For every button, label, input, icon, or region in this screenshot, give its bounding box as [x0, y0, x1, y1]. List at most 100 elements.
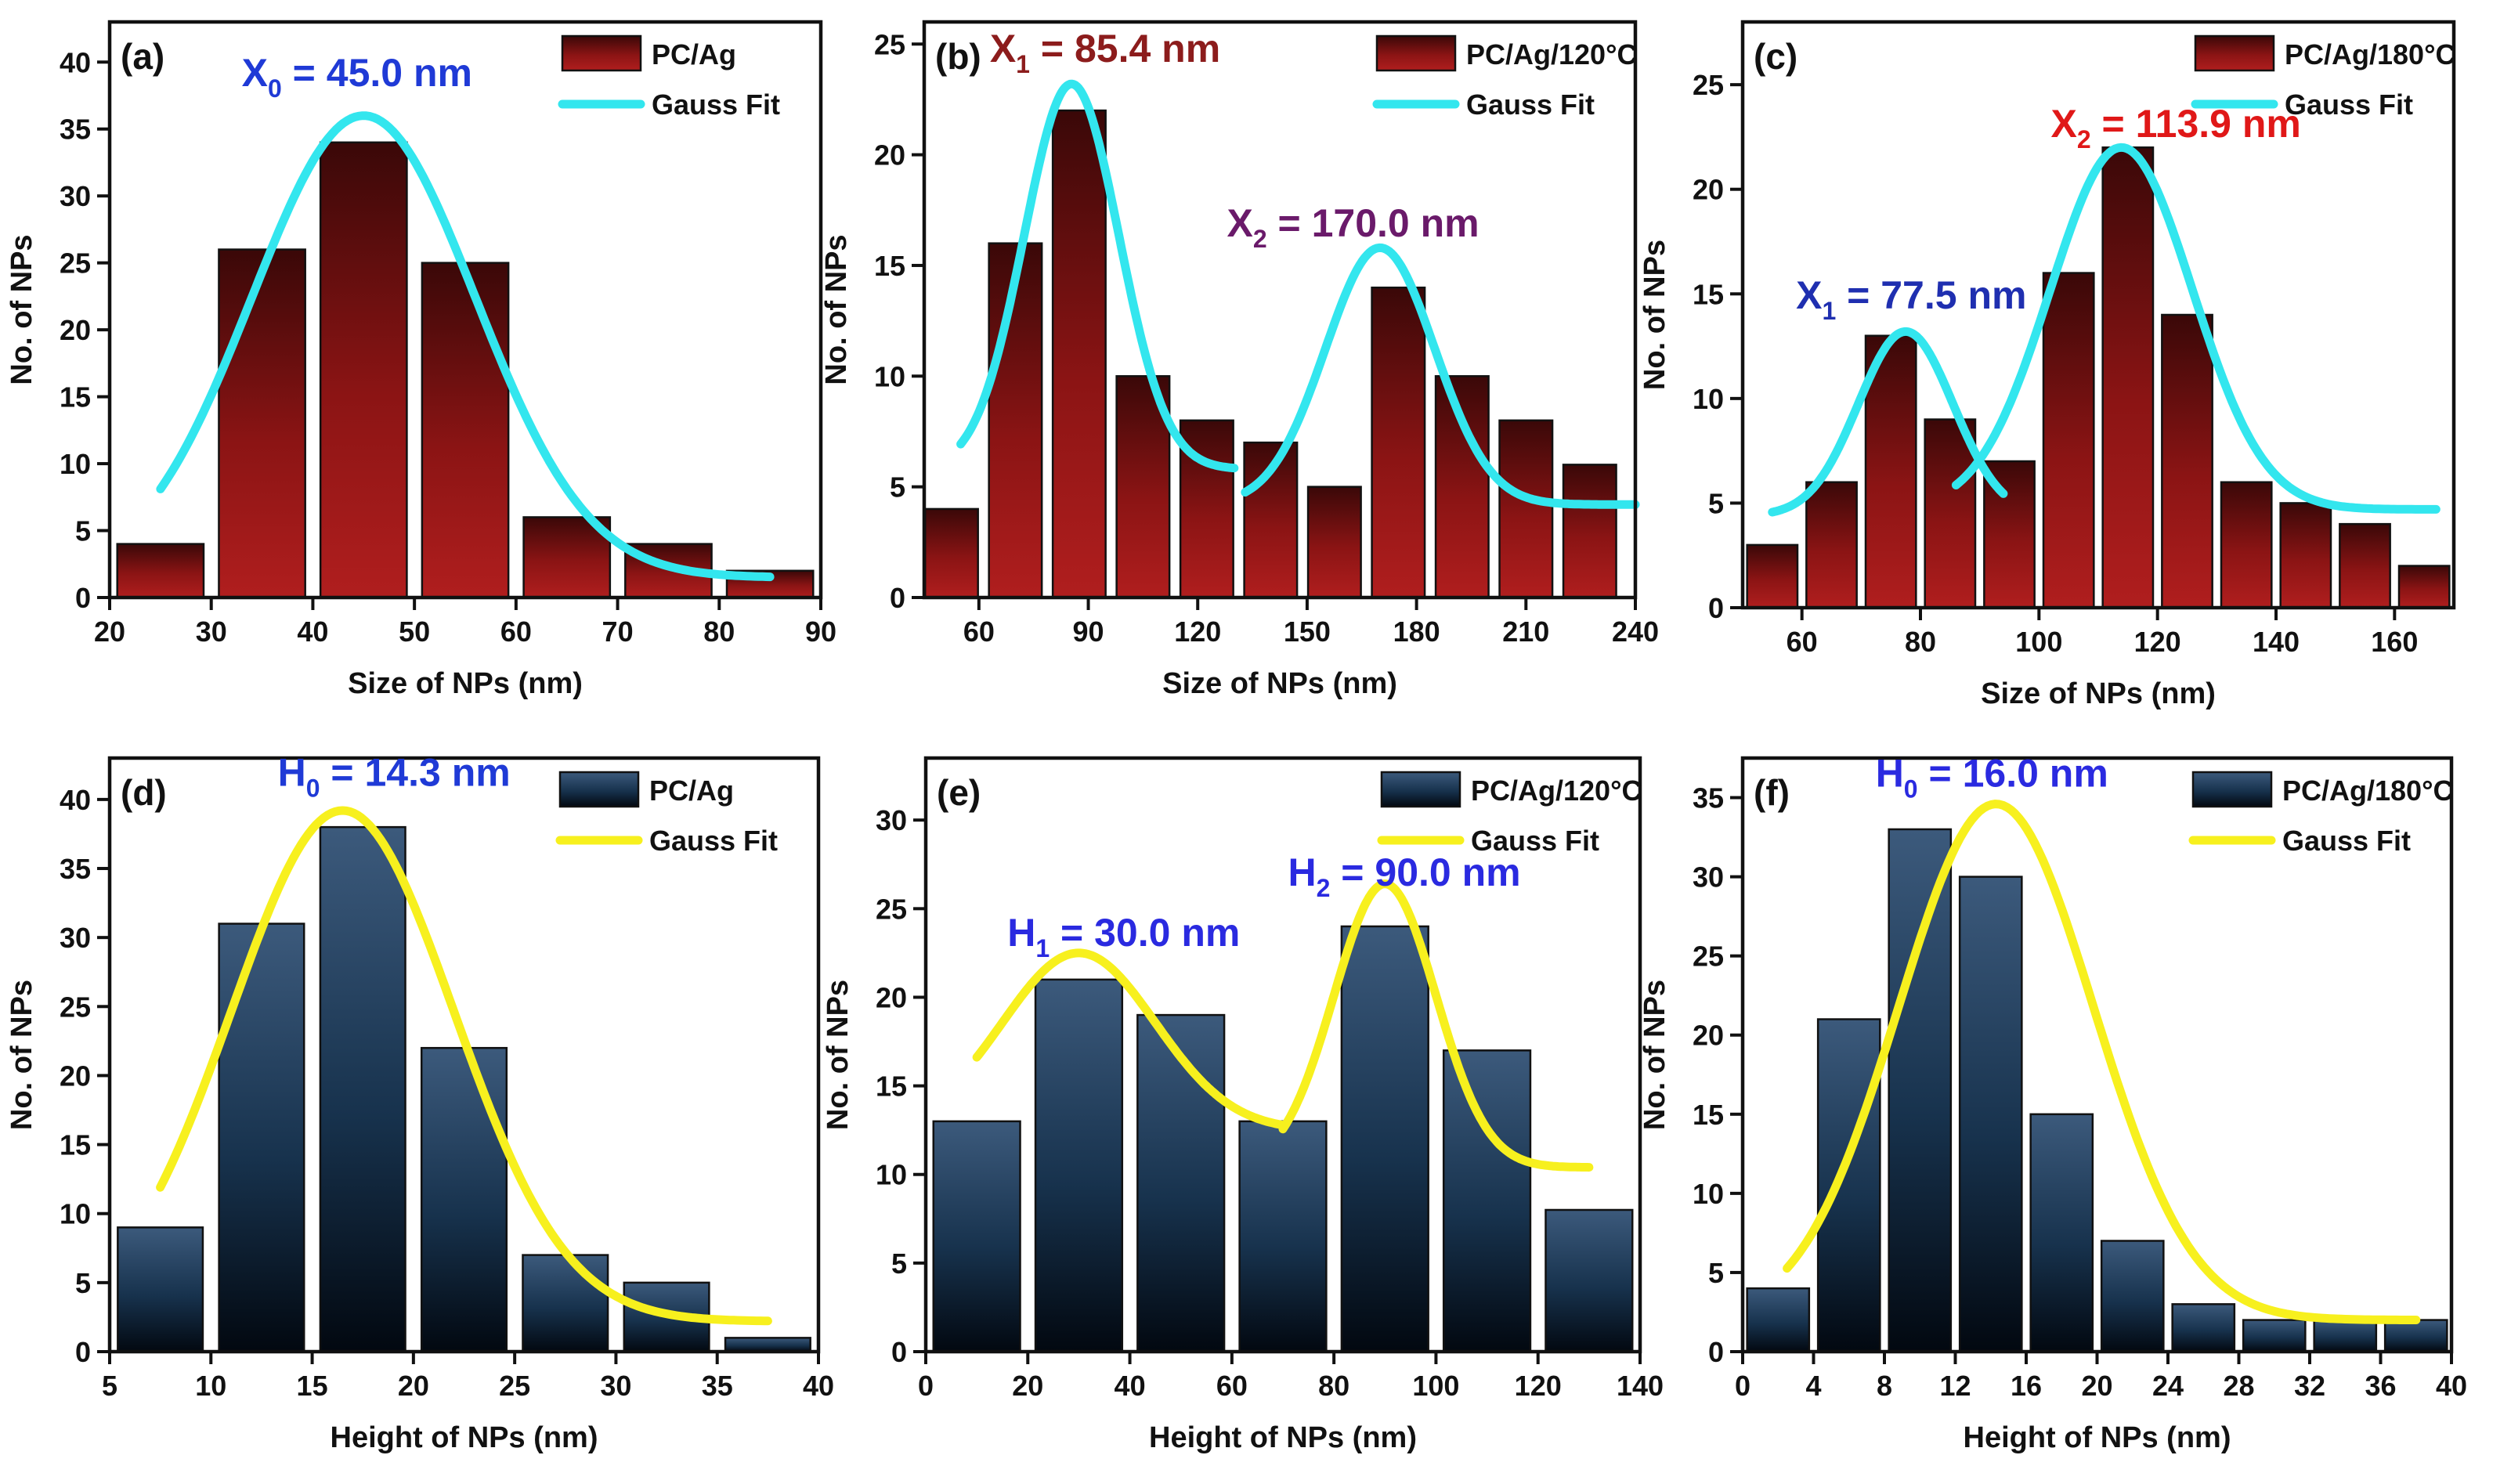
x-tick-label: 0 — [1735, 1370, 1750, 1402]
bar — [116, 543, 205, 599]
bar — [1746, 543, 1799, 609]
bar — [2339, 522, 2391, 609]
legend-bar-swatch — [561, 34, 642, 72]
y-tick-label: 0 — [1708, 592, 1724, 624]
bar — [1562, 464, 1617, 599]
bar — [1034, 978, 1124, 1353]
gauss-fit-line — [956, 79, 1239, 473]
panel-b: 60 90 120 150 180 210 240 0 5 10 15 20 25 Size of NPs… — [820, 20, 1659, 700]
peak-symbol: X — [1227, 201, 1252, 245]
peak-annotation: H1 = 30.0 nm — [1007, 911, 1240, 962]
y-tick-label: 5 — [75, 515, 91, 547]
peak-value: = 14.3 nm — [320, 750, 511, 794]
y-tick-label: 25 — [1693, 69, 1724, 101]
x-tick-label: 60 — [1787, 626, 1818, 658]
y-tick-label: 20 — [874, 139, 905, 172]
gauss-fit-line — [1278, 879, 1594, 1172]
y-tick-label: 0 — [75, 582, 91, 614]
y-axis-title: No. of NPs — [1638, 980, 1671, 1130]
bar — [2100, 1240, 2165, 1353]
bar — [2161, 313, 2213, 609]
x-axis-title: Size of NPs (nm) — [348, 667, 583, 700]
bar — [2101, 146, 2155, 609]
peak-annotation: H0 = 16.0 nm — [1876, 751, 2108, 803]
y-tick-label: 40 — [60, 784, 91, 816]
legend-fit-label: Gauss Fit — [1471, 825, 1599, 857]
x-tick-label: 120 — [1174, 616, 1221, 648]
x-tick-label: 24 — [2152, 1370, 2184, 1402]
peak-value: = 113.9 nm — [2091, 102, 2301, 146]
peak-symbol: H — [278, 750, 306, 794]
y-tick-label: 20 — [876, 981, 907, 1013]
panel-e: 0 20 40 60 80 100 120 140 0 5 10 15 20 25 30 Height of … — [822, 756, 1664, 1454]
x-tick-label: 100 — [2015, 626, 2062, 658]
legend-bar-label: PC/Ag — [652, 38, 736, 70]
bar — [1498, 419, 1554, 599]
y-tick-label: 10 — [876, 1159, 907, 1191]
bar — [1545, 1208, 1634, 1353]
peak-subscript: 0 — [1904, 774, 1918, 803]
x-tick-label: 180 — [1393, 616, 1440, 648]
x-tick-label: 150 — [1284, 616, 1331, 648]
peak-annotation: H0 = 14.3 nm — [278, 750, 511, 802]
x-tick-label: 140 — [2253, 626, 2300, 658]
legend-fit-label: Gauss Fit — [2285, 88, 2413, 121]
peak-symbol: X — [2050, 102, 2076, 146]
bar — [2220, 481, 2273, 609]
bar — [1888, 828, 1953, 1353]
x-tick-label: 60 — [1216, 1370, 1248, 1402]
y-tick-label: 10 — [1693, 383, 1724, 415]
x-axis-title: Height of NPs (nm) — [1964, 1421, 2231, 1454]
peak-symbol: H — [1876, 751, 1904, 795]
x-tick-label: 12 — [1939, 1370, 1971, 1402]
y-tick-label: 25 — [874, 28, 905, 60]
peak-subscript: 2 — [1317, 874, 1331, 902]
plot-frame — [107, 20, 823, 600]
peak-symbol: H — [1007, 911, 1035, 955]
peak-subscript: 1 — [1822, 297, 1836, 325]
bar — [724, 1337, 811, 1353]
peak-annotation: H2 = 90.0 nm — [1288, 850, 1521, 902]
x-tick-label: 15 — [297, 1370, 328, 1402]
x-tick-label: 160 — [2371, 626, 2418, 658]
y-tick-label: 5 — [75, 1267, 91, 1299]
y-tick-label: 0 — [1708, 1336, 1724, 1368]
bar — [522, 1254, 609, 1353]
peak-annotation: X2 = 170.0 nm — [1227, 201, 1479, 253]
x-tick-label: 36 — [2365, 1370, 2396, 1402]
y-axis-title: No. of NPs — [820, 234, 853, 385]
peak-subscript: 2 — [2077, 125, 2091, 153]
y-tick-label: 35 — [60, 853, 91, 885]
x-tick-label: 90 — [805, 616, 836, 648]
bar — [1958, 876, 2023, 1353]
x-tick-label: 25 — [499, 1370, 530, 1402]
bar — [1051, 109, 1107, 599]
x-axis-title: Height of NPs (nm) — [331, 1421, 598, 1454]
peak-value: = 45.0 nm — [282, 51, 472, 95]
legend-bar-swatch — [2194, 34, 2275, 72]
panel-a: 20 30 40 50 60 70 80 90 0 5 10 15 20 25 30 35 40 Size of … — [5, 20, 836, 700]
panel-label: (e) — [937, 772, 981, 813]
bar — [1136, 1013, 1226, 1353]
legend-bar-swatch — [558, 771, 640, 808]
peak-annotation: X2 = 113.9 nm — [2050, 102, 2300, 153]
plot-frame — [923, 756, 1642, 1354]
x-tick-label: 80 — [703, 616, 735, 648]
legend-bar-label: PC/Ag — [649, 774, 734, 807]
x-tick-label: 40 — [803, 1370, 834, 1402]
bar — [522, 516, 612, 599]
bar — [1306, 486, 1362, 599]
legend-bar-label: PC/Ag/180°C — [2285, 38, 2455, 70]
peak-annotation: X1 = 77.5 nm — [1796, 273, 2026, 325]
legend-bar-swatch — [1380, 771, 1461, 808]
peak-value: = 30.0 nm — [1050, 911, 1240, 955]
y-axis-title: No. of NPs — [822, 980, 854, 1130]
y-tick-label: 40 — [60, 46, 91, 78]
x-tick-label: 16 — [2011, 1370, 2042, 1402]
bar — [319, 141, 408, 599]
x-tick-label: 120 — [2134, 626, 2181, 658]
x-tick-label: 80 — [1318, 1370, 1349, 1402]
x-tick-label: 80 — [1905, 626, 1936, 658]
bar — [2029, 1113, 2094, 1353]
y-tick-label: 30 — [876, 804, 907, 836]
